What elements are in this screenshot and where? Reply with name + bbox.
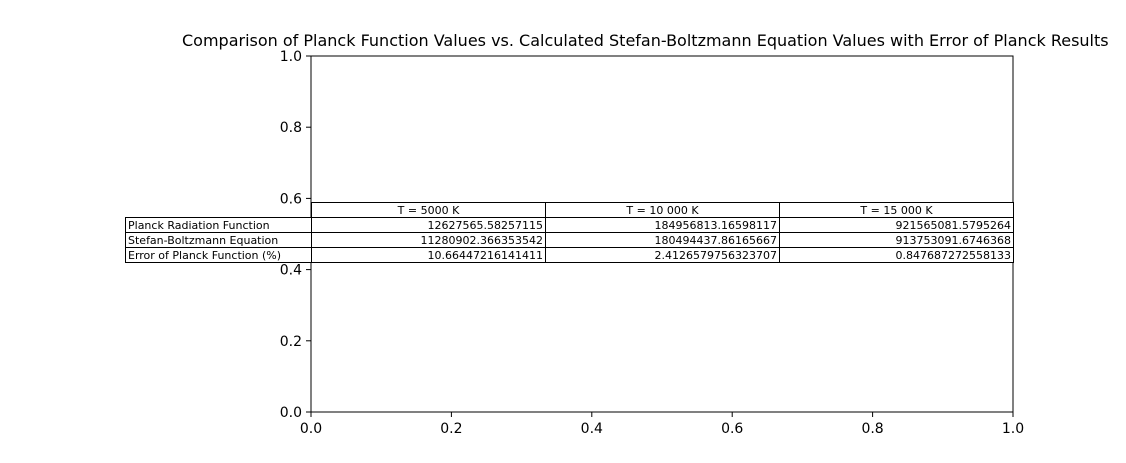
table-cell: 913753091.6746368 — [779, 232, 1014, 248]
y-tick-label: 0.2 — [280, 334, 302, 350]
table-row: Planck Radiation Function 12627565.58257… — [125, 217, 1014, 233]
row-label-stefan-boltzmann: Stefan-Boltzmann Equation — [125, 232, 312, 248]
chart-title: Comparison of Planck Function Values vs.… — [182, 31, 1109, 50]
row-label-error: Error of Planck Function (%) — [125, 247, 312, 263]
table-cell: 180494437.86165667 — [545, 232, 780, 248]
table-cell: 184956813.16598117 — [545, 217, 780, 233]
table-row: Error of Planck Function (%) 10.66447216… — [125, 247, 1014, 263]
table-row: Stefan-Boltzmann Equation 11280902.36635… — [125, 232, 1014, 248]
table-cell: 12627565.58257115 — [311, 217, 546, 233]
table-cell: 921565081.5795264 — [779, 217, 1014, 233]
y-tick-label: 0.0 — [280, 405, 302, 421]
table-corner — [126, 203, 312, 218]
col-header-t15000: T = 15 000 K — [779, 202, 1014, 218]
col-header-t5000: T = 5000 K — [311, 202, 546, 218]
row-label-planck: Planck Radiation Function — [125, 217, 312, 233]
x-tick-label: 0.6 — [721, 421, 743, 437]
table-header-row: T = 5000 K T = 10 000 K T = 15 000 K — [126, 202, 1014, 218]
x-tick-label: 0.0 — [300, 421, 322, 437]
table-cell: 10.66447216141411 — [311, 247, 546, 263]
y-tick-label: 1.0 — [280, 49, 302, 65]
col-header-t10000: T = 10 000 K — [545, 202, 780, 218]
table-cell: 11280902.366353542 — [311, 232, 546, 248]
y-tick-label: 0.4 — [280, 263, 302, 279]
data-table: T = 5000 K T = 10 000 K T = 15 000 K Pla… — [125, 202, 1014, 263]
x-tick-label: 0.4 — [581, 421, 603, 437]
x-tick-label: 0.8 — [861, 421, 883, 437]
x-tick-label: 0.2 — [440, 421, 462, 437]
y-tick-label: 0.6 — [280, 191, 302, 207]
table-cell: 0.847687272558133 — [779, 247, 1014, 263]
y-tick-label: 0.8 — [280, 120, 302, 136]
x-tick-label: 1.0 — [1002, 421, 1024, 437]
table-cell: 2.4126579756323707 — [545, 247, 780, 263]
